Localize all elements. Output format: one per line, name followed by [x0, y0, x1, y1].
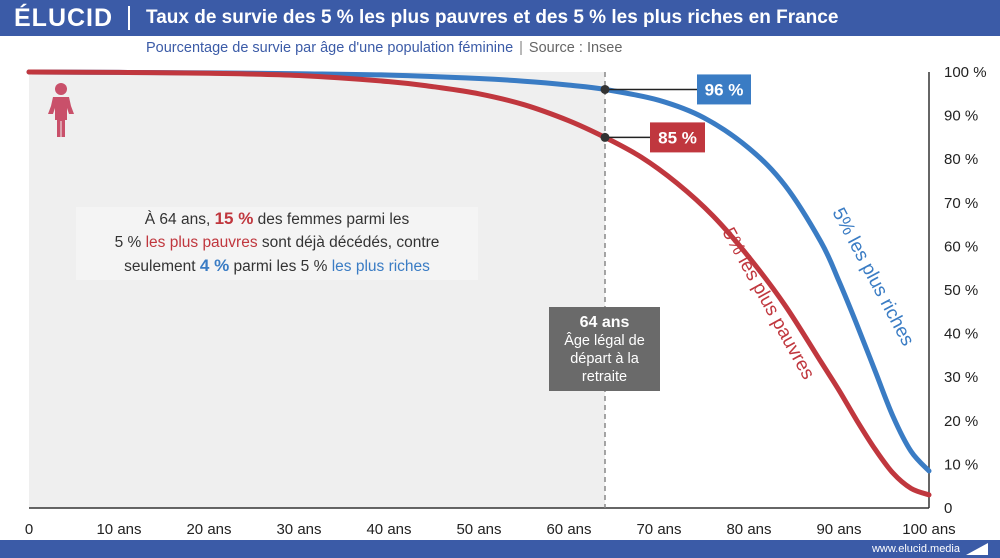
rich-deceased-value: 4 %	[199, 256, 230, 275]
poor-value-label: 85 %	[658, 128, 697, 147]
y-axis-ticks: 0 10 % 20 % 30 % 40 % 50 % 60 % 70 % 80 % 90 % 100…	[944, 64, 987, 517]
annotation-line-3: seulement 4 % parmi les 5 % les plus ric…	[76, 254, 478, 278]
callout-box	[697, 74, 751, 105]
x-tick-label: 10 ans	[96, 521, 141, 538]
callout-dot	[600, 132, 610, 142]
x-tick-label: 70 ans	[636, 521, 681, 538]
x-tick-label: 60 ans	[546, 521, 591, 538]
rich-group-label: les plus riches	[331, 258, 430, 275]
series-label-poor: 5% les plus pauvres	[718, 224, 819, 383]
annotation-text: sont déjà décédés, contre	[257, 234, 440, 251]
subtitle-text: Pourcentage de survie par âge d'une popu…	[146, 40, 514, 56]
poor-deceased-value: 15 %	[214, 209, 254, 228]
y-tick-label: 20 %	[944, 413, 978, 430]
annotation-text: parmi les 5 %	[229, 258, 332, 275]
callout-box	[650, 122, 705, 153]
annotation-text: 5 %	[114, 234, 146, 251]
poor-group-label: les plus pauvres	[145, 234, 258, 251]
source-label: Source : Insee	[528, 40, 623, 56]
x-tick-label: 30 ans	[276, 521, 321, 538]
y-tick-label: 10 %	[944, 456, 978, 473]
elucid-logo: ÉLUCID	[14, 4, 114, 32]
annotation-line-1: À 64 ans, 15 % des femmes parmi les	[76, 207, 478, 231]
x-tick-label: 100 ans	[902, 521, 955, 538]
y-tick-label: 60 %	[944, 238, 978, 255]
value-callouts: 96 % 85 %	[600, 74, 751, 153]
subtitle-separator: |	[519, 40, 523, 56]
series-lines	[26, 69, 932, 498]
y-tick-label: 50 %	[944, 282, 978, 299]
y-tick-label: 90 %	[944, 108, 978, 125]
y-tick-label: 70 %	[944, 195, 978, 212]
chart-subtitle: Pourcentage de survie par âge d'une popu…	[146, 39, 622, 57]
y-tick-label: 30 %	[944, 369, 978, 386]
chart-title: Taux de survie des 5 % les plus pauvres …	[146, 7, 839, 28]
footer-bar: www.elucid.media	[0, 540, 1000, 558]
y-tick-label: 100 %	[944, 64, 987, 81]
retirement-text-3: retraite	[581, 369, 628, 385]
woman-icon	[48, 83, 74, 137]
retirement-age-value: 64 ans	[579, 314, 630, 331]
x-tick-label: 40 ans	[366, 521, 411, 538]
pre-retirement-shading	[29, 72, 605, 508]
x-tick-label: 20 ans	[186, 521, 231, 538]
x-axis-ticks: 0 10 ans 20 ans 30 ans 40 ans 50 ans 60 ans 70 …	[25, 521, 956, 538]
retirement-text-2: départ à la	[570, 351, 639, 367]
rich-value-label: 96 %	[705, 80, 744, 99]
header-divider	[128, 6, 130, 30]
retirement-text-1: Âge légal de	[564, 333, 645, 349]
annotation-box: À 64 ans, 15 % des femmes parmi les 5 % …	[76, 207, 478, 280]
x-tick-label: 0	[25, 521, 33, 538]
y-tick-label: 0	[944, 500, 952, 517]
y-tick-label: 40 %	[944, 326, 978, 343]
annotation-line-2: 5 % les plus pauvres sont déjà décédés, …	[76, 231, 478, 254]
footer-logo-mark	[966, 543, 988, 555]
annotation-text: des femmes parmi les	[253, 211, 410, 228]
series-line-poor	[26, 69, 932, 498]
series-label-rich: 5% les plus riches	[828, 204, 918, 349]
callout-dot	[600, 84, 610, 94]
x-tick-label: 50 ans	[456, 521, 501, 538]
y-tick-label: 80 %	[944, 151, 978, 168]
x-tick-label: 90 ans	[816, 521, 861, 538]
annotation-text: À 64 ans,	[144, 211, 215, 228]
annotation-text: seulement	[124, 258, 200, 275]
retirement-age-box: 64 ans Âge légal de départ à la retraite	[549, 307, 660, 391]
footer-url: www.elucid.media	[871, 543, 960, 555]
x-tick-label: 80 ans	[726, 521, 771, 538]
header-bar: ÉLUCID Taux de survie des 5 % les plus p…	[0, 0, 1000, 36]
